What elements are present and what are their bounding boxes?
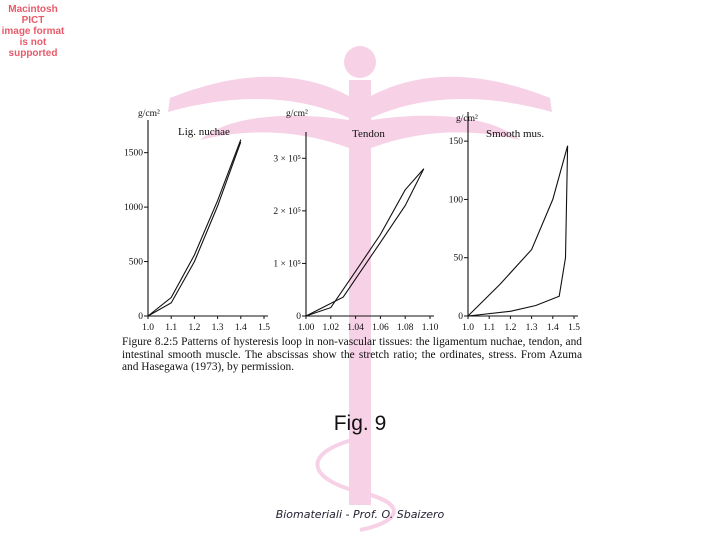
x-tick-label: 1.3 bbox=[212, 323, 224, 333]
y-tick-label: 2 × 10⁵ bbox=[273, 207, 301, 217]
chart-title: Tendon bbox=[352, 128, 385, 140]
x-tick-label: 1.0 bbox=[462, 323, 474, 333]
x-tick-label: 1.4 bbox=[547, 323, 559, 333]
x-tick-label: 1.5 bbox=[568, 323, 580, 333]
pict-unsupported-notice: Macintosh PICT image format is not suppo… bbox=[0, 4, 66, 59]
watermark-wing-left bbox=[168, 76, 349, 118]
x-tick-label: 1.2 bbox=[504, 323, 516, 333]
x-tick-label: 1.04 bbox=[347, 323, 364, 333]
y-axis-label: g/cm² bbox=[138, 109, 160, 119]
hysteresis-curve-unloading bbox=[147, 141, 242, 317]
hysteresis-curve-loading bbox=[147, 139, 242, 317]
y-axis-label: g/cm² bbox=[456, 114, 478, 124]
y-tick-label: 1 × 10⁵ bbox=[273, 259, 301, 269]
watermark-wing-right-lower bbox=[371, 115, 520, 148]
x-tick-label: 1.10 bbox=[422, 323, 439, 333]
y-tick-label: 0 bbox=[296, 312, 301, 322]
y-tick-label: 100 bbox=[449, 195, 464, 205]
watermark-serpent bbox=[315, 438, 396, 532]
hysteresis-curve-unloading bbox=[305, 168, 425, 317]
x-tick-label: 1.06 bbox=[372, 323, 389, 333]
pict-notice-line: image format bbox=[1, 26, 65, 37]
y-tick-label: 150 bbox=[449, 137, 464, 147]
x-tick-label: 1.1 bbox=[483, 323, 495, 333]
hysteresis-curve-unloading bbox=[467, 145, 569, 317]
y-tick-label: 3 × 10⁵ bbox=[273, 154, 301, 164]
pict-notice-line: Macintosh PICT bbox=[8, 4, 58, 26]
chart-title: Smooth mus. bbox=[486, 128, 544, 140]
watermark-orb bbox=[344, 46, 376, 78]
x-tick-label: 1.4 bbox=[235, 323, 247, 333]
caption-text: Patterns of hysteresis loop in non-vascu… bbox=[122, 336, 583, 374]
y-tick-label: 1500 bbox=[124, 149, 143, 159]
y-tick-label: 0 bbox=[138, 312, 143, 322]
x-tick-label: 1.0 bbox=[142, 323, 154, 333]
x-tick-label: 1.2 bbox=[188, 323, 200, 333]
pict-notice-line: is not supported bbox=[8, 37, 58, 59]
watermark-wing-left-lower bbox=[200, 115, 349, 148]
y-tick-label: 0 bbox=[458, 312, 463, 322]
y-axis-label: g/cm² bbox=[286, 109, 308, 119]
x-tick-label: 1.02 bbox=[322, 323, 339, 333]
chart-title: Lig. nuchae bbox=[178, 126, 230, 138]
watermark-staff bbox=[349, 80, 371, 505]
y-tick-label: 500 bbox=[129, 258, 144, 268]
x-tick-label: 1.1 bbox=[165, 323, 177, 333]
chart-panel-2: Tendon g/cm² 1.00 1.02 1.04 1.06 1.08 1.10 0 1 × … bbox=[273, 109, 438, 333]
hysteresis-curve-loading bbox=[467, 145, 569, 317]
x-tick-label: 1.5 bbox=[258, 323, 270, 333]
x-tick-label: 1.08 bbox=[397, 323, 414, 333]
y-tick-label: 1000 bbox=[124, 203, 143, 213]
y-tick-label: 50 bbox=[454, 254, 464, 264]
chart-panel-3: Smooth mus. g/cm² 1.0 1.1 1.2 1.3 1.4 1.5 0 50 100… bbox=[449, 112, 580, 333]
caduceus-watermark bbox=[168, 46, 552, 532]
watermark-wing-right bbox=[371, 76, 552, 118]
chart-panel-1: Lig. nuchae g/cm² 1.0 1.1 1.2 1.3 1.4 1.5 0 500 10… bbox=[124, 109, 270, 333]
x-tick-label: 1.3 bbox=[526, 323, 538, 333]
figure-caption: Figure 8.2:5 Patterns of hysteresis loop… bbox=[122, 336, 582, 374]
x-tick-label: 1.00 bbox=[298, 323, 315, 333]
figure-number: Fig. 9 bbox=[333, 412, 387, 435]
slide-footer: Biomateriali - Prof. O. Sbaizero bbox=[275, 508, 445, 521]
caption-lead: Figure 8.2:5 bbox=[122, 336, 178, 348]
hysteresis-curve-loading bbox=[305, 168, 425, 317]
